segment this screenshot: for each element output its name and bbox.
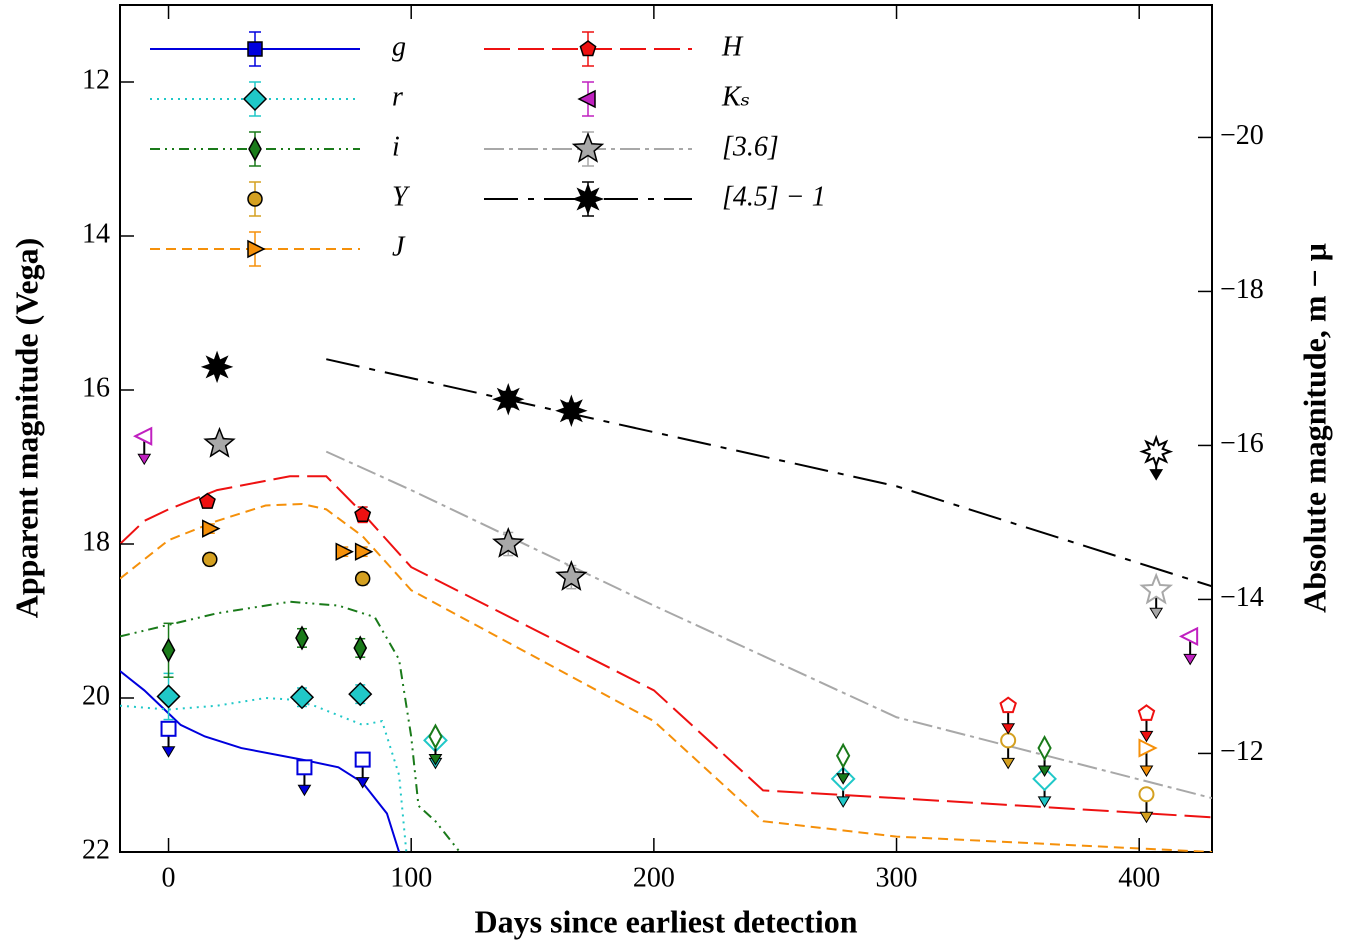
- marker: [160, 720, 177, 737]
- model-curve: [120, 670, 401, 852]
- y2-tick-label: −14: [1220, 582, 1264, 613]
- marker: [200, 350, 234, 384]
- marker: [428, 723, 443, 750]
- marker: [296, 759, 313, 776]
- y-tick-label: 16: [82, 372, 110, 403]
- legend-label: Y: [392, 181, 411, 212]
- x-tick-label: 0: [162, 862, 176, 893]
- marker: [1139, 434, 1174, 469]
- limit-arrow-head: [1139, 730, 1154, 743]
- limit-arrow-head: [137, 453, 152, 466]
- limit-arrow-head: [355, 777, 370, 789]
- marker: [247, 191, 263, 207]
- limit-arrow-head: [161, 746, 176, 758]
- legend-label: i: [392, 131, 400, 162]
- marker: [354, 542, 374, 561]
- marker: [492, 383, 525, 416]
- y-tick-label: 22: [82, 834, 110, 865]
- marker: [571, 131, 605, 163]
- marker: [571, 182, 605, 216]
- limit-arrow-head: [1139, 811, 1154, 824]
- legend-label: g: [392, 31, 406, 62]
- model-curve: [120, 600, 461, 852]
- marker: [999, 696, 1017, 714]
- marker: [579, 40, 597, 57]
- marker: [555, 560, 588, 591]
- marker: [492, 526, 525, 558]
- y-tick-label: 14: [82, 218, 110, 249]
- x-tick-label: 200: [633, 862, 675, 893]
- marker: [203, 426, 236, 458]
- limit-arrow-head: [1149, 469, 1164, 481]
- limit-arrow-head: [836, 773, 851, 785]
- marker: [198, 492, 216, 509]
- marker: [247, 41, 263, 57]
- marker: [295, 625, 309, 651]
- marker: [289, 685, 315, 710]
- y-axis-label: Apparent magnitude (Vega): [8, 238, 44, 618]
- legend-label: [3.6]: [722, 131, 779, 162]
- marker: [1139, 572, 1174, 605]
- x-tick-label: 300: [876, 862, 918, 893]
- plot-frame: [119, 4, 1213, 853]
- legend-label: Kₛ: [721, 81, 750, 112]
- x-axis-label: Days since earliest detection: [474, 903, 857, 939]
- marker: [1037, 734, 1052, 762]
- marker: [1138, 786, 1155, 803]
- marker: [354, 505, 372, 522]
- marker: [1138, 738, 1158, 758]
- model-curve: [120, 475, 1212, 819]
- marker: [202, 551, 218, 568]
- legend-label: [4.5] − 1: [722, 181, 826, 212]
- y-tick-label: 18: [82, 526, 110, 557]
- marker: [335, 542, 354, 561]
- y2-axis-label: Absolute magnitude, m − μ: [1296, 243, 1332, 613]
- marker: [1178, 626, 1199, 647]
- limit-arrow-head: [1001, 723, 1016, 735]
- limit-arrow-head: [1001, 757, 1016, 770]
- marker: [1032, 766, 1057, 792]
- marker: [156, 684, 181, 709]
- marker: [354, 570, 371, 587]
- y-tick-label: 12: [82, 64, 110, 95]
- marker: [348, 682, 373, 707]
- x-tick-label: 400: [1118, 862, 1160, 893]
- limit-arrow-head: [428, 754, 443, 766]
- limit-arrow-head: [1149, 607, 1164, 620]
- model-curve: [325, 450, 1212, 800]
- legend-label: r: [392, 81, 403, 112]
- marker: [1137, 704, 1156, 721]
- limit-arrow-head: [297, 784, 312, 797]
- y2-tick-label: −16: [1220, 428, 1264, 459]
- marker: [555, 394, 588, 428]
- marker: [161, 637, 176, 663]
- limit-arrow-head: [836, 796, 851, 808]
- marker: [202, 519, 221, 538]
- model-curve: [326, 358, 1212, 588]
- limit-arrow-head: [1037, 765, 1052, 778]
- marker: [353, 635, 368, 661]
- model-curve: [120, 502, 1212, 852]
- marker: [836, 742, 851, 769]
- limit-arrow-head: [1139, 765, 1154, 778]
- x-tick-label: 100: [390, 862, 432, 893]
- marker: [247, 239, 266, 259]
- y2-tick-label: −18: [1220, 274, 1264, 305]
- marker: [133, 426, 153, 446]
- points: [133, 350, 1199, 824]
- legend-label: H: [721, 31, 744, 62]
- limit-arrow-head: [1183, 653, 1198, 666]
- marker: [577, 89, 596, 109]
- y2-tick-label: −12: [1220, 736, 1264, 767]
- y-tick-label: 20: [82, 680, 110, 711]
- legend-label: J: [392, 231, 406, 262]
- marker: [242, 86, 268, 112]
- y2-tick-label: −20: [1220, 120, 1264, 151]
- marker: [248, 136, 262, 162]
- limit-arrow-head: [1037, 796, 1052, 808]
- marker: [1000, 732, 1017, 749]
- marker: [354, 751, 371, 768]
